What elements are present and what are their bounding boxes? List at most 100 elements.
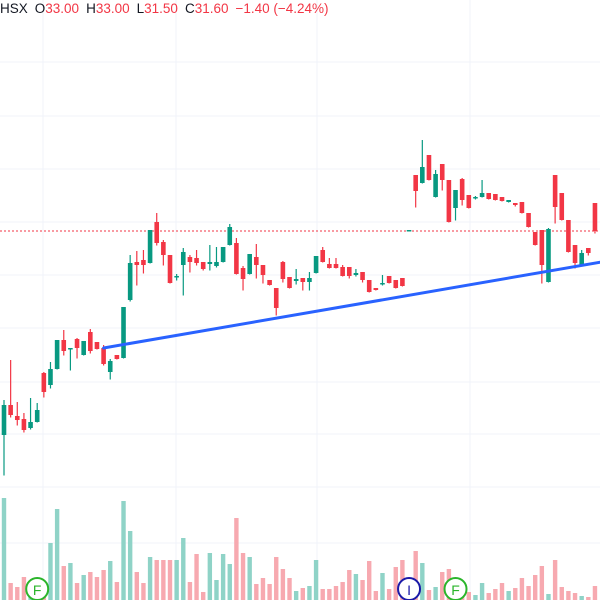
volume-bar	[8, 583, 13, 600]
candle-body	[167, 255, 173, 283]
volume-bar	[380, 573, 385, 600]
volume-bar	[533, 575, 538, 600]
volume-bar	[499, 583, 505, 600]
candle	[260, 265, 266, 284]
volume-bar	[479, 583, 485, 600]
candle	[194, 250, 199, 266]
candle-body	[187, 257, 193, 262]
candle-body	[546, 229, 551, 282]
candle	[81, 341, 86, 356]
candle-body	[366, 280, 372, 292]
volume-bar	[147, 557, 153, 600]
candle	[353, 269, 359, 277]
candle-body	[300, 278, 306, 282]
volume-bar	[340, 582, 345, 600]
candle	[254, 244, 259, 279]
candle	[479, 180, 485, 198]
candle	[406, 230, 412, 232]
candle-body	[234, 243, 239, 274]
candle-body	[380, 283, 385, 285]
candle	[420, 140, 425, 184]
candle	[340, 265, 345, 277]
candle	[320, 247, 326, 263]
volume-bar	[220, 554, 226, 600]
candle	[121, 307, 126, 359]
volume-bar	[207, 553, 213, 600]
candle-body	[493, 194, 498, 200]
event-marker-earnings: F	[443, 577, 468, 600]
candle-body	[1, 405, 7, 435]
candle	[234, 238, 239, 275]
candle	[512, 203, 518, 207]
candle	[8, 360, 13, 418]
candle	[240, 266, 246, 291]
candle-body	[400, 278, 405, 286]
volume-bar	[566, 591, 571, 600]
candle-body	[426, 155, 432, 180]
candle	[373, 288, 379, 291]
volume-bar	[426, 590, 432, 600]
volume-bar	[579, 596, 584, 600]
trendline[interactable]	[102, 260, 600, 350]
candle-body	[161, 242, 166, 255]
candle-body	[393, 280, 399, 288]
candle	[280, 261, 286, 283]
candle-body	[293, 279, 299, 281]
event-marker-earnings: F	[25, 577, 50, 600]
candle	[526, 213, 531, 228]
volume-bar	[347, 570, 352, 600]
volume-bar	[134, 572, 139, 600]
candle	[499, 197, 505, 202]
candle-body	[486, 193, 492, 199]
candle	[313, 256, 319, 274]
candle	[267, 280, 272, 286]
candle-body	[473, 197, 478, 199]
candle-body	[559, 193, 565, 220]
candle	[41, 372, 47, 398]
volume-bar	[240, 553, 246, 600]
candle-body	[592, 203, 598, 231]
volume-bar	[201, 592, 206, 600]
candle-body	[8, 405, 13, 415]
candle-body	[101, 348, 106, 364]
candle-body	[227, 227, 233, 245]
candle-body	[307, 278, 312, 282]
candle	[400, 278, 405, 287]
candle	[307, 272, 312, 291]
candle-body	[413, 175, 418, 191]
candle	[327, 258, 332, 269]
candle-body	[373, 288, 379, 290]
candle-body	[420, 167, 425, 183]
candle	[333, 258, 339, 269]
volume-bar	[1, 498, 7, 600]
candle-body	[506, 200, 511, 202]
candle-body	[54, 340, 60, 369]
candle	[579, 250, 584, 266]
candle	[293, 269, 299, 285]
close-value: 31.60	[194, 1, 229, 16]
close-label: C	[184, 1, 195, 16]
candle	[88, 329, 93, 354]
candle-body	[207, 262, 213, 264]
candle-body	[48, 369, 53, 385]
candle	[287, 277, 292, 289]
candle	[572, 245, 578, 269]
candle-body	[94, 342, 100, 349]
candle	[114, 355, 120, 360]
volume-bar	[526, 586, 531, 600]
event-label: F	[451, 582, 460, 598]
candle	[54, 340, 60, 370]
candle-body	[121, 307, 126, 358]
candle-body	[526, 213, 531, 227]
candle-body	[446, 180, 452, 222]
candle	[21, 413, 27, 433]
candle-body	[360, 272, 365, 280]
candle	[493, 194, 498, 201]
candle-body	[512, 203, 518, 205]
candle	[200, 262, 206, 271]
volume-bar	[546, 594, 551, 600]
candle	[61, 330, 67, 356]
volume-bar	[313, 560, 319, 600]
